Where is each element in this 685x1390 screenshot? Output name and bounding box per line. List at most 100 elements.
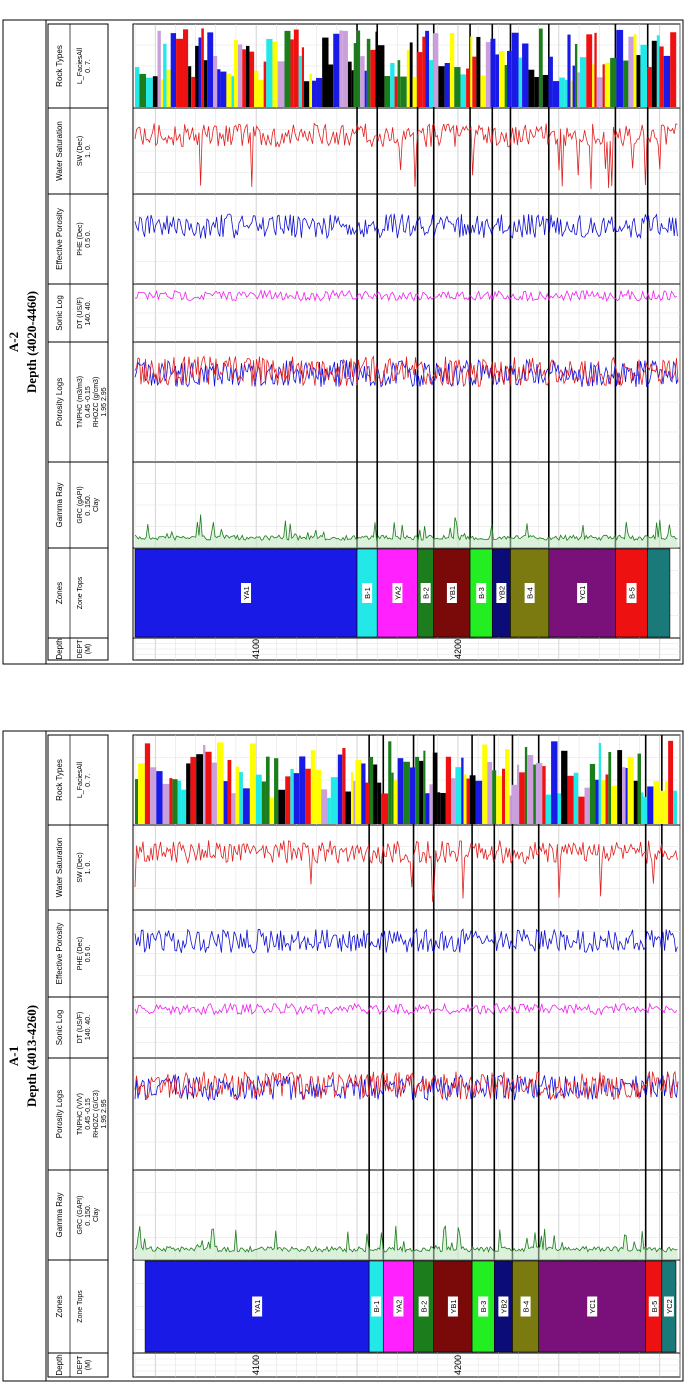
facies-block — [628, 36, 634, 107]
facies-block — [269, 797, 275, 824]
zone-label-bg — [241, 583, 252, 603]
panel-title-block: A-1 Depth (4013-4260) — [2, 730, 47, 1382]
sw-curve — [134, 122, 678, 190]
facies-block — [393, 780, 398, 824]
facies-block — [640, 792, 644, 824]
facies-block — [201, 28, 204, 108]
track-curve-label: 1. 0. — [85, 144, 92, 158]
facies-block — [605, 774, 609, 824]
facies-block — [397, 758, 404, 824]
facies-block — [534, 76, 539, 107]
panel-title-block: A-2 Depth (4020-4460) — [2, 19, 47, 665]
facies-block — [664, 781, 669, 824]
facies-block — [364, 70, 367, 107]
track-curve-label: 0.5 0. — [85, 230, 92, 248]
track-name: Gamma Ray — [55, 483, 64, 528]
facies-block — [191, 76, 196, 107]
zone-label: YA1 — [253, 1300, 262, 1314]
facies-block — [265, 756, 270, 824]
facies-block — [337, 754, 343, 824]
facies-block — [551, 741, 558, 824]
facies-block — [293, 773, 300, 824]
facies-block — [245, 45, 250, 107]
track-curve-label: 0. 7. — [85, 773, 92, 787]
track-curve-label: PHE (Dec) — [77, 222, 84, 255]
facies-block — [242, 788, 250, 824]
facies-block — [485, 42, 491, 107]
facies-block — [361, 763, 366, 824]
facies-block — [355, 760, 362, 824]
facies-block — [172, 779, 178, 824]
facies-block — [330, 777, 338, 824]
zone-label: YA2 — [393, 586, 402, 600]
facies-block — [216, 742, 224, 824]
facies-block — [409, 42, 413, 107]
facies-block — [400, 76, 407, 107]
panel-a1: A-1 Depth (4013-4260) Depth DEPT (M) Zones Zon… — [2, 730, 684, 1382]
facies-block — [472, 56, 477, 107]
facies-block — [254, 70, 259, 107]
zone-label-bg — [498, 1296, 509, 1317]
facies-block — [557, 793, 562, 824]
facies-block — [586, 34, 593, 107]
facies-block — [188, 66, 192, 107]
facies-block — [561, 750, 568, 824]
facies-block — [663, 55, 671, 107]
facies-block — [301, 47, 304, 107]
track-curve-label: GRC (GAPI) — [77, 1196, 84, 1235]
facies-block — [347, 61, 352, 107]
facies-block — [578, 796, 585, 824]
panel-title: A-1 — [6, 1046, 21, 1066]
facies-block — [266, 38, 273, 107]
facies-block — [207, 32, 214, 107]
zone-label: B-5 — [650, 1301, 659, 1313]
facies-block — [366, 38, 371, 108]
track-header — [47, 193, 109, 285]
facies-block — [505, 749, 510, 824]
facies-block — [177, 780, 182, 824]
track-curve-label: TNPHC (V/V) — [77, 1093, 84, 1135]
facies-block — [627, 756, 634, 824]
facies-block — [156, 771, 163, 824]
zone-label: B-4 — [522, 1301, 531, 1313]
facies-block — [196, 754, 204, 824]
facies-block — [315, 769, 322, 824]
facies-block — [542, 74, 549, 107]
facies-block — [461, 757, 464, 824]
title-box — [2, 730, 47, 1382]
facies-block — [451, 778, 456, 824]
facies-block — [659, 46, 664, 107]
facies-block — [673, 790, 677, 824]
track-curve-label: Clay — [93, 498, 100, 513]
track-header — [47, 996, 109, 1059]
facies-block — [640, 44, 648, 107]
track-name: Porosity Logs — [55, 1090, 64, 1138]
facies-block — [412, 76, 417, 107]
facies-block — [507, 50, 512, 107]
facies-block — [370, 49, 376, 107]
facies-block — [622, 767, 626, 824]
facies-block — [656, 35, 660, 107]
track-header — [47, 734, 109, 826]
facies-block — [490, 38, 496, 108]
zone-label: B-5 — [628, 587, 637, 599]
facies-block — [391, 772, 394, 824]
facies-block — [322, 37, 329, 107]
facies-block — [511, 32, 519, 107]
facies-block — [152, 76, 158, 107]
facies-block — [272, 41, 278, 108]
facies-block — [169, 778, 173, 824]
gamma-ray-curve — [134, 1225, 678, 1254]
facies-block — [223, 781, 228, 824]
facies-block — [353, 43, 357, 107]
zone-label-bg — [496, 583, 507, 603]
facies-block — [610, 57, 617, 107]
facies-block — [559, 77, 565, 107]
facies-block — [170, 33, 177, 107]
facies-block — [647, 67, 652, 107]
track-header — [47, 23, 109, 109]
zone-label: B-4 — [526, 587, 535, 599]
facies-block — [163, 43, 167, 107]
